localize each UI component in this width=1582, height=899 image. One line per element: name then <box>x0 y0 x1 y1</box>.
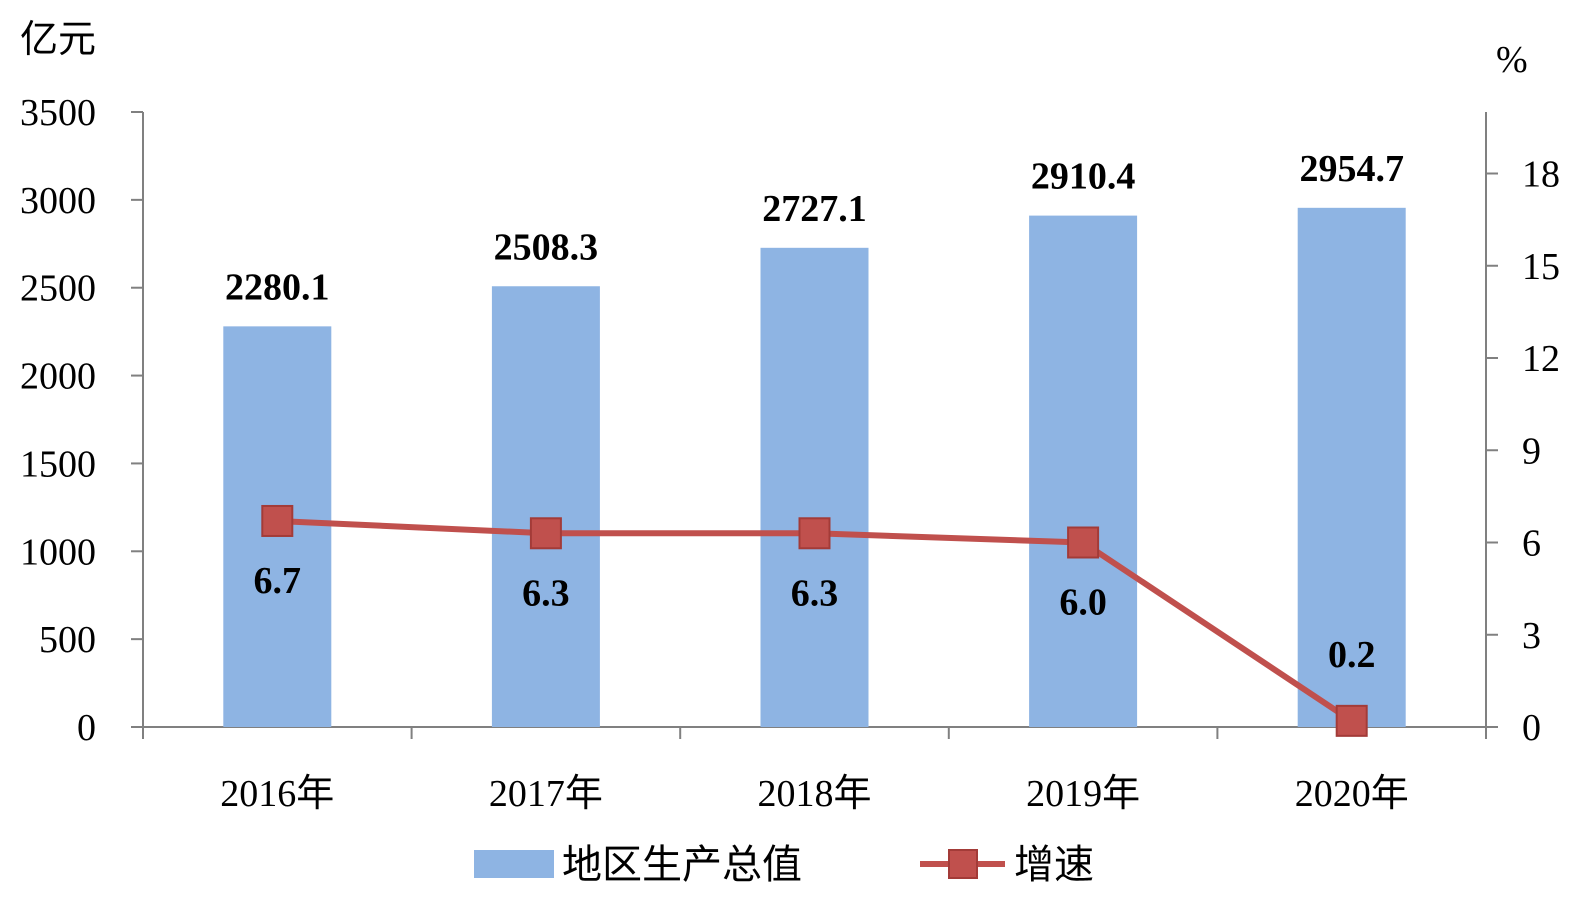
bar-data-label: 2508.3 <box>494 226 599 268</box>
legend-line-marker <box>948 849 978 879</box>
line-marker <box>798 517 831 550</box>
x-axis-tick-label: 2020年 <box>1295 773 1409 815</box>
left-axis-tick-label: 500 <box>39 619 96 661</box>
right-axis-tick-label: 15 <box>1522 246 1560 288</box>
x-axis-tick-label: 2017年 <box>489 773 603 815</box>
line-marker <box>1335 704 1368 737</box>
legend-bar-label: 地区生产总值 <box>562 842 802 888</box>
right-axis-tick-label: 9 <box>1522 430 1541 472</box>
bar-series <box>223 207 1406 727</box>
legend: 地区生产总值 增速 <box>474 842 1094 888</box>
right-axis-tick-label: 6 <box>1522 523 1541 565</box>
bar-data-label: 2954.7 <box>1299 148 1404 190</box>
line-marker <box>529 517 562 550</box>
line-data-label: 6.7 <box>254 560 302 602</box>
left-axis-tick-label: 2000 <box>20 356 96 398</box>
x-axis-tick-label: 2016年 <box>220 773 334 815</box>
left-axis-tick-label: 2500 <box>20 268 96 310</box>
left-axis-tick-label: 3000 <box>20 180 96 222</box>
bar-data-label: 2910.4 <box>1031 156 1136 198</box>
bar-data-label: 2727.1 <box>762 188 867 230</box>
x-axis-tick-label: 2018年 <box>757 773 871 815</box>
line-marker <box>1067 526 1100 559</box>
right-axis-unit: % <box>1496 39 1528 81</box>
left-axis-tick-label: 1500 <box>20 443 96 485</box>
bar-data-label: 2280.1 <box>225 266 330 308</box>
right-axis-tick-label: 18 <box>1522 154 1560 196</box>
left-axis-tick-label: 0 <box>77 707 96 749</box>
legend-bar-swatch <box>474 850 554 878</box>
legend-line-label: 增速 <box>1014 842 1094 888</box>
data-labels: 2280.1 2508.3 2727.1 2910.4 2954.7 6.7 6.3 6.3 6… <box>225 148 1404 676</box>
right-axis-tick-label: 12 <box>1522 338 1560 380</box>
bar <box>1297 207 1406 727</box>
axes: 0 500 1000 1500 2000 2500 3000 3500 亿元 0 3 6 9 12 15 18… <box>20 19 1560 815</box>
left-axis-tick-label: 3500 <box>20 92 96 134</box>
line-data-label: 6.0 <box>1059 582 1107 624</box>
bar <box>760 247 869 727</box>
x-axis-tick-label: 2019年 <box>1026 773 1140 815</box>
right-axis-tick-label: 0 <box>1522 707 1541 749</box>
line-data-label: 6.3 <box>791 572 839 614</box>
bar <box>1029 215 1138 727</box>
left-axis-unit: 亿元 <box>20 19 96 61</box>
left-axis-tick-label: 1000 <box>20 531 96 573</box>
line-series <box>261 504 1368 737</box>
line-marker <box>261 504 294 537</box>
bar <box>491 286 600 727</box>
right-axis-tick-label: 3 <box>1522 615 1541 657</box>
line-data-label: 6.3 <box>522 572 570 614</box>
line-data-label: 0.2 <box>1328 634 1376 676</box>
